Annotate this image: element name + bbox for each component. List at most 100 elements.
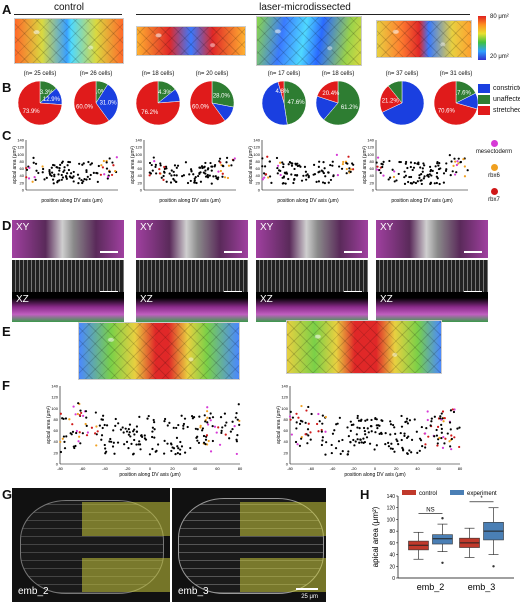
- pie-caption: (n= 20 cells): [195, 71, 229, 77]
- data-point: [455, 163, 458, 167]
- legend-dot: [490, 164, 498, 171]
- y-tick-label: 100: [387, 517, 396, 523]
- data-point: [110, 173, 114, 177]
- pie-slice: [381, 80, 425, 126]
- data-point: [345, 167, 348, 171]
- legend-label: control: [419, 491, 437, 497]
- data-point: [347, 155, 350, 158]
- data-point: [217, 170, 220, 173]
- data-point: [27, 177, 31, 180]
- data-point: [463, 165, 466, 168]
- colorbar: [478, 16, 486, 60]
- data-point: [321, 414, 324, 417]
- data-point: [375, 418, 378, 421]
- embryo-label: emb_3: [178, 586, 209, 597]
- data-point: [399, 431, 402, 435]
- x-axis-label: position along DV axis (μm): [344, 472, 406, 478]
- data-point: [176, 164, 180, 167]
- data-point: [163, 452, 166, 455]
- y-tick-label: 100: [135, 152, 142, 157]
- data-point: [181, 175, 184, 178]
- data-point: [446, 432, 449, 435]
- data-point: [174, 453, 177, 456]
- data-point: [391, 447, 394, 450]
- data-point: [155, 172, 158, 175]
- data-point: [182, 424, 185, 427]
- data-point: [448, 421, 452, 424]
- data-point: [138, 440, 141, 443]
- data-point: [157, 443, 160, 446]
- data-point: [416, 451, 419, 454]
- data-point: [231, 420, 234, 423]
- data-point: [76, 173, 80, 176]
- data-point: [438, 182, 441, 186]
- data-point: [86, 431, 90, 434]
- data-point: [85, 434, 89, 437]
- data-point: [208, 417, 211, 420]
- data-point: [298, 444, 302, 447]
- data-point: [356, 414, 359, 418]
- data-point: [414, 181, 418, 185]
- pie-slice: [277, 80, 285, 104]
- data-point: [159, 162, 162, 165]
- data-point: [62, 417, 65, 420]
- data-point: [303, 165, 307, 168]
- data-point: [430, 420, 433, 423]
- data-point: [78, 414, 82, 417]
- data-point: [380, 432, 383, 436]
- data-point: [151, 426, 154, 429]
- pie-caption: (n= 37 cells): [385, 71, 419, 77]
- data-point: [194, 176, 197, 179]
- data-point: [317, 180, 321, 183]
- data-point: [204, 443, 207, 446]
- y-tick-label: 20: [138, 180, 143, 185]
- data-point: [61, 176, 65, 179]
- data-point: [34, 162, 38, 165]
- data-point: [322, 171, 325, 175]
- data-point: [62, 435, 66, 438]
- pie-label: 60.0%: [192, 105, 210, 111]
- data-point: [313, 173, 317, 176]
- data-point: [97, 164, 100, 168]
- pie-label: 31.0%: [100, 101, 118, 107]
- data-point: [296, 162, 299, 165]
- data-point: [456, 160, 459, 163]
- pie-caption: (n= 17 cells): [267, 71, 301, 77]
- data-point: [290, 164, 294, 167]
- data-point: [405, 417, 409, 420]
- data-point: [321, 436, 324, 439]
- data-point: [170, 174, 173, 177]
- data-point: [228, 437, 231, 440]
- data-point: [206, 176, 210, 179]
- data-point: [458, 426, 461, 429]
- data-point: [104, 447, 107, 450]
- data-point: [95, 433, 98, 436]
- data-point: [336, 174, 339, 177]
- microscopy-image: XY: [376, 220, 488, 258]
- data-point: [412, 166, 416, 169]
- y-tick-label: 80: [389, 529, 395, 535]
- data-point: [331, 164, 334, 167]
- data-point: [63, 169, 66, 172]
- pie-label: 13.3%: [36, 90, 54, 96]
- data-point: [68, 175, 72, 178]
- data-point: [305, 409, 308, 412]
- data-point: [95, 171, 98, 175]
- data-point: [329, 178, 333, 182]
- data-point: [219, 161, 222, 164]
- data-point: [107, 175, 110, 178]
- data-point: [365, 436, 369, 439]
- data-point: [337, 440, 341, 443]
- data-point: [408, 449, 411, 452]
- panel-letter-e: E: [2, 324, 11, 339]
- data-point: [321, 439, 324, 442]
- data-point: [346, 426, 349, 429]
- data-point: [78, 435, 81, 438]
- pie-label: 70.6%: [438, 108, 456, 114]
- pie-label: 73.9%: [23, 109, 41, 115]
- data-point: [402, 449, 405, 452]
- data-point: [292, 181, 295, 185]
- data-point: [332, 175, 335, 178]
- data-point: [201, 429, 204, 432]
- data-point: [28, 166, 31, 170]
